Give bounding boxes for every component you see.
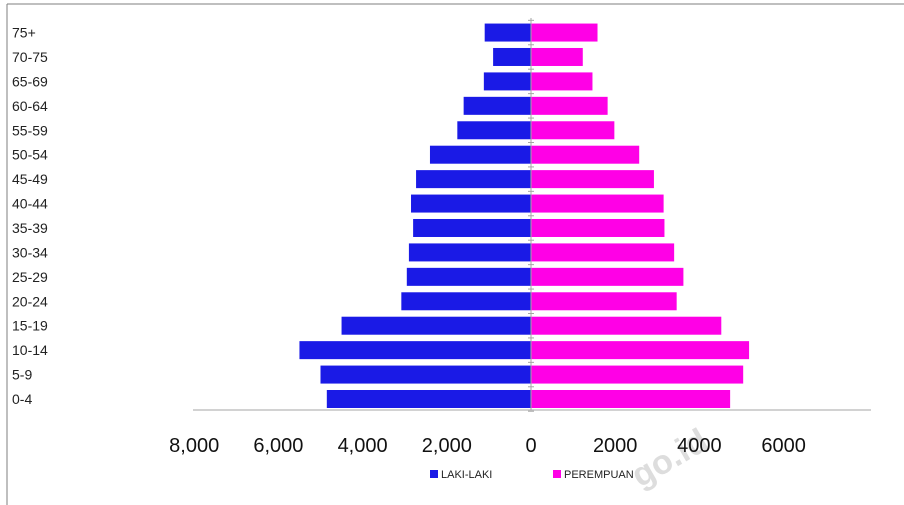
age-group-label: 45-49	[12, 171, 48, 187]
age-group-label: 65-69	[12, 73, 48, 89]
axes-group	[193, 18, 871, 412]
bar-laki-laki-55-59	[457, 121, 531, 140]
age-group-label: 20-24	[12, 293, 48, 309]
bar-perempuan-45-49	[531, 170, 654, 189]
age-labels-group: 0-4 5-9 10-14 15-19 20-24 25-29 30-34 35-39 40-4…	[12, 25, 48, 407]
bar-laki-laki-65-69	[483, 72, 531, 91]
age-group-label: 55-59	[12, 122, 48, 138]
x-tick-label: 2,000	[422, 435, 472, 457]
age-group-label: 75+	[12, 25, 36, 41]
x-tick-label: 4,000	[338, 435, 388, 457]
legend: LAKI-LAKI PEREMPUAN	[430, 469, 634, 481]
x-tick-label: 2000	[593, 435, 638, 457]
legend-swatch-laki-laki	[430, 470, 438, 478]
age-group-label: 40-44	[12, 196, 48, 212]
bar-perempuan-65-69	[531, 72, 593, 91]
age-group-label: 30-34	[12, 244, 48, 260]
bar-perempuan-35-39	[531, 218, 665, 237]
bar-laki-laki-20-24	[401, 292, 531, 311]
age-group-label: 70-75	[12, 49, 48, 65]
bar-perempuan-20-24	[531, 292, 677, 311]
bar-perempuan-55-59	[531, 121, 615, 140]
bar-perempuan-25-29	[531, 267, 684, 286]
bar-perempuan-40-44	[531, 194, 664, 213]
legend-label-perempuan: PEREMPUAN	[564, 469, 634, 481]
bar-perempuan-0-4	[531, 390, 731, 408]
legend-swatch-perempuan	[553, 470, 561, 478]
bar-perempuan-30-34	[531, 243, 675, 262]
bar-laki-laki-25-29	[406, 267, 531, 286]
bar-laki-laki-40-44	[411, 194, 531, 213]
bar-laki-laki-45-49	[416, 170, 531, 189]
x-tick-labels-group: 8,000 6,000 4,000 2,000 0 2000 4000 6000	[169, 435, 806, 457]
bar-laki-laki-5-9	[320, 365, 531, 384]
age-group-label: 15-19	[12, 318, 48, 334]
age-group-label: 50-54	[12, 147, 48, 163]
x-tick-label: 4000	[677, 435, 722, 457]
age-group-label: 10-14	[12, 342, 48, 358]
bar-laki-laki-75+	[484, 23, 531, 42]
bar-perempuan-5-9	[531, 365, 744, 384]
bar-laki-laki-60-64	[463, 96, 531, 115]
age-group-label: 60-64	[12, 98, 48, 114]
bar-perempuan-60-64	[531, 96, 608, 115]
bar-laki-laki-70-75	[493, 47, 531, 66]
age-group-label: 25-29	[12, 269, 48, 285]
bar-perempuan-50-54	[531, 145, 640, 164]
bar-perempuan-70-75	[531, 47, 583, 66]
age-group-label: 0-4	[12, 391, 32, 407]
x-tick-label: 6000	[761, 435, 806, 457]
age-group-label: 5-9	[12, 367, 32, 383]
bar-laki-laki-15-19	[341, 316, 531, 335]
bars-group	[299, 23, 750, 408]
bar-laki-laki-50-54	[429, 145, 531, 164]
x-tick-label: 6,000	[253, 435, 303, 457]
bar-laki-laki-35-39	[413, 218, 531, 237]
bar-laki-laki-30-34	[408, 243, 531, 262]
age-group-label: 35-39	[12, 220, 48, 236]
bar-perempuan-75+	[531, 23, 598, 42]
watermark-text: go.id	[625, 421, 714, 495]
x-tick-label: 8,000	[169, 435, 219, 457]
bar-perempuan-15-19	[531, 316, 722, 335]
bar-perempuan-10-14	[531, 341, 750, 360]
bar-laki-laki-0-4	[326, 390, 531, 408]
x-tick-label: 0	[525, 435, 536, 457]
bar-laki-laki-10-14	[299, 341, 531, 360]
legend-label-laki-laki: LAKI-LAKI	[441, 469, 492, 481]
